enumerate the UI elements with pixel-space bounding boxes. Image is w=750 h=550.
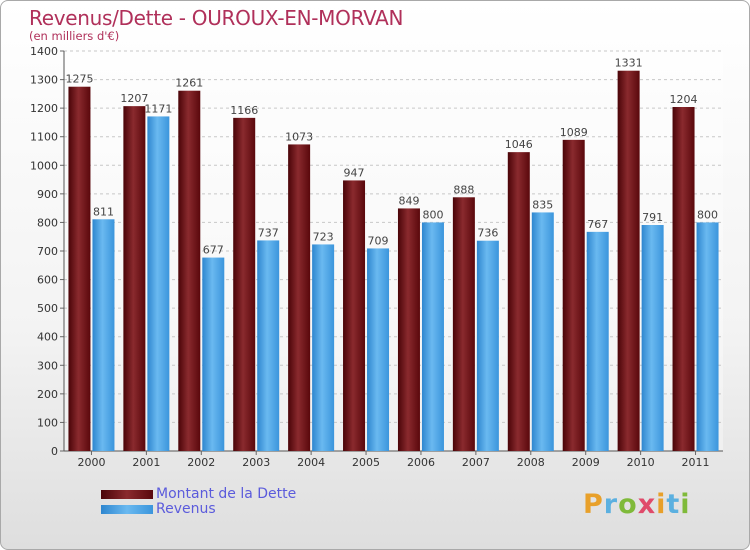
data-label-dette: 1166 (230, 104, 258, 117)
y-tick-label: 500 (37, 302, 58, 315)
x-tick-label: 2002 (187, 456, 215, 469)
legend-label-revenus: Revenus (156, 501, 216, 517)
data-label-dette: 1073 (285, 130, 313, 143)
bar-dette (233, 117, 256, 451)
data-label-revenus: 736 (477, 227, 498, 240)
logo-letter: P (583, 489, 604, 520)
x-tick-label: 2004 (297, 456, 325, 469)
x-tick-label: 2000 (77, 456, 105, 469)
bar-dette (68, 86, 91, 451)
bar-dette (507, 152, 530, 451)
bar-dette (288, 144, 311, 451)
data-label-revenus: 800 (697, 208, 718, 221)
legend-label-dette: Montant de la Dette (156, 486, 297, 502)
data-label-revenus: 791 (642, 211, 663, 224)
data-label-dette: 947 (344, 166, 365, 179)
bar-revenus (312, 244, 335, 451)
data-label-revenus: 811 (93, 205, 114, 218)
data-label-revenus: 677 (203, 244, 224, 257)
logo-letter: i (680, 489, 691, 520)
bar-dette (123, 106, 146, 452)
bar-revenus (257, 240, 280, 451)
data-label-revenus: 800 (422, 208, 443, 221)
x-tick-label: 2010 (627, 456, 655, 469)
data-label-dette: 1204 (670, 93, 698, 106)
y-tick-label: 1100 (30, 131, 58, 144)
x-tick-label: 2007 (462, 456, 490, 469)
x-tick-label: 2008 (517, 456, 545, 469)
bar-revenus (641, 225, 664, 451)
data-label-revenus: 767 (587, 218, 608, 231)
bar-dette (672, 107, 695, 451)
logo-letter: x (637, 489, 657, 520)
x-tick-label: 2009 (572, 456, 600, 469)
y-tick-label: 1400 (30, 45, 58, 58)
bar-dette (452, 197, 475, 451)
y-tick-label: 0 (51, 445, 58, 458)
bar-revenus (586, 231, 609, 451)
y-tick-label: 600 (37, 274, 58, 287)
y-tick-label: 100 (37, 416, 58, 429)
y-tick-label: 1000 (30, 159, 58, 172)
y-tick-label: 300 (37, 359, 58, 372)
proxiti-logo: Proxiti (583, 489, 691, 520)
data-label-dette: 1275 (65, 73, 93, 86)
y-tick-label: 900 (37, 188, 58, 201)
bar-dette (562, 139, 585, 451)
bar-dette (178, 90, 201, 451)
data-label-dette: 1046 (505, 138, 533, 151)
x-tick-label: 2011 (682, 456, 710, 469)
logo-letter: i (656, 489, 667, 520)
bar-revenus (421, 222, 444, 451)
y-tick-label: 400 (37, 331, 58, 344)
data-label-dette: 849 (398, 194, 419, 207)
x-tick-label: 2003 (242, 456, 270, 469)
data-label-dette: 1207 (120, 92, 148, 105)
x-tick-label: 2005 (352, 456, 380, 469)
y-tick-label: 200 (37, 388, 58, 401)
x-tick-label: 2001 (132, 456, 160, 469)
y-tick-label: 1300 (30, 74, 58, 87)
bar-dette (397, 208, 420, 451)
data-label-dette: 888 (453, 183, 474, 196)
bar-revenus (696, 222, 719, 451)
x-tick-label: 2006 (407, 456, 435, 469)
bar-revenus (202, 257, 225, 451)
logo-letter: r (603, 489, 619, 520)
data-label-dette: 1261 (175, 77, 203, 90)
data-label-revenus: 1171 (144, 102, 172, 115)
logo-letter: o (618, 489, 638, 520)
data-label-revenus: 737 (258, 226, 279, 239)
data-label-revenus: 835 (532, 198, 553, 211)
legend-swatch-dette (101, 490, 153, 499)
bar-revenus (92, 219, 115, 451)
bar-revenus (367, 248, 390, 451)
data-label-dette: 1331 (615, 57, 643, 70)
bar-dette (617, 70, 640, 451)
legend-swatch-revenus (101, 505, 153, 514)
chart-title: Revenus/Dette - OUROUX-EN-MORVAN (29, 6, 404, 30)
y-tick-label: 700 (37, 245, 58, 258)
y-tick-label: 1200 (30, 102, 58, 115)
logo-letter: t (666, 489, 681, 520)
data-label-revenus: 709 (368, 234, 389, 247)
bar-revenus (531, 212, 554, 451)
data-label-revenus: 723 (313, 230, 334, 243)
bar-dette (343, 180, 366, 451)
data-label-dette: 1089 (560, 126, 588, 139)
chart-subtitle: (en milliers d'€) (29, 29, 120, 43)
bar-revenus (476, 240, 499, 451)
bar-revenus (147, 116, 170, 451)
y-tick-label: 800 (37, 216, 58, 229)
